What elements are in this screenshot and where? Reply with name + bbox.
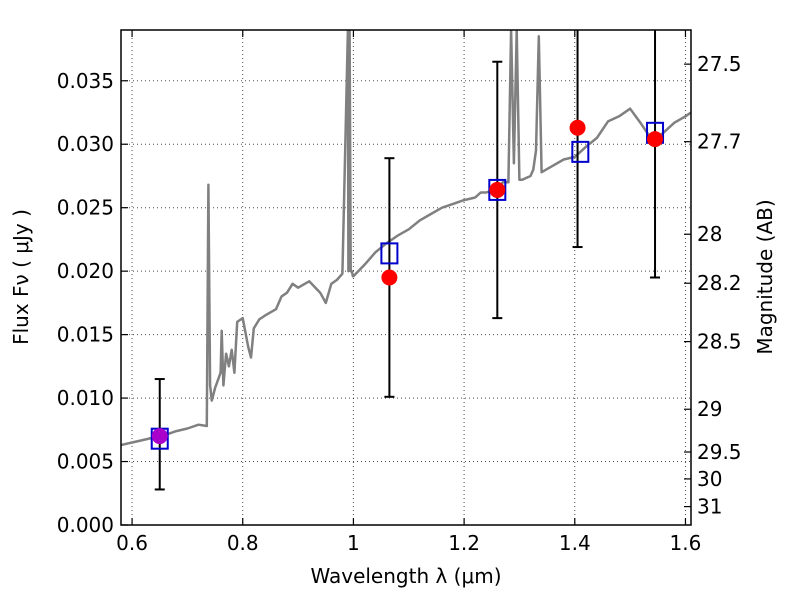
y2-tick-label: 28.5 bbox=[697, 330, 742, 354]
model-spectrum-line bbox=[121, 30, 691, 447]
y-tick-label: 0.000 bbox=[57, 513, 114, 537]
model-photometry-square bbox=[380, 242, 399, 265]
y2-tick-label: 31 bbox=[697, 495, 722, 519]
grid bbox=[121, 30, 691, 525]
observed-point bbox=[569, 119, 586, 136]
y-tick-label: 0.005 bbox=[57, 450, 114, 474]
y-tick-label: 0.015 bbox=[57, 323, 114, 347]
observed-point bbox=[151, 428, 168, 445]
x-tick-label: 0.6 bbox=[116, 531, 148, 555]
observed-point bbox=[381, 269, 398, 286]
y-tick-label: 0.025 bbox=[57, 196, 114, 220]
y2-tick-label: 29.5 bbox=[697, 440, 742, 464]
y2-axis-label: Magnitude (AB) bbox=[753, 199, 777, 354]
x-tick-label: 1.4 bbox=[559, 531, 591, 555]
plot-area bbox=[121, 30, 691, 491]
x-tick-label: 0.8 bbox=[227, 531, 259, 555]
y2-tick-label: 28 bbox=[697, 222, 722, 246]
y-tick-label: 0.020 bbox=[57, 259, 114, 283]
x-tick-label: 1.2 bbox=[448, 531, 480, 555]
y-tick-label: 0.030 bbox=[57, 132, 114, 156]
plot-frame bbox=[120, 29, 692, 526]
y-tick-label: 0.010 bbox=[57, 386, 114, 410]
axis-ticks: 0.6 0.8 1 1.2 1.4 1.6 0.000 0.005 0.010 0.015 0.02… bbox=[57, 30, 742, 555]
y2-tick-label: 28.2 bbox=[697, 271, 742, 295]
x-tick-label: 1.6 bbox=[670, 531, 702, 555]
x-tick-label: 1 bbox=[347, 531, 360, 555]
y2-tick-label: 30 bbox=[697, 467, 722, 491]
observed-point bbox=[489, 181, 506, 198]
y-axis-label: Flux Fν ( μJy ) bbox=[9, 209, 33, 345]
y-tick-label: 0.035 bbox=[57, 69, 114, 93]
model-photometry-square bbox=[571, 140, 590, 163]
observed-point bbox=[647, 131, 664, 148]
y2-tick-label: 27.7 bbox=[697, 130, 742, 154]
y2-tick-label: 29 bbox=[697, 397, 722, 421]
x-axis-label: Wavelength λ (μm) bbox=[310, 564, 501, 588]
y2-tick-label: 27.5 bbox=[697, 52, 742, 76]
